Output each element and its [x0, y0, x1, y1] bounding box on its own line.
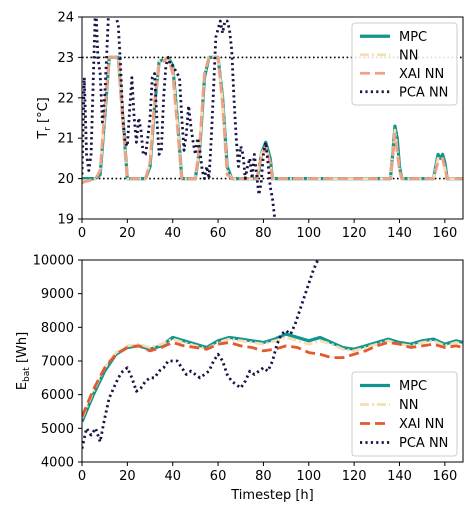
legend: MPC NN XAI NN PCA NN [351, 22, 458, 106]
legend-label: PCA NN [399, 85, 448, 100]
y-tick-label: 22 [57, 91, 74, 106]
x-tick-label: 40 [164, 469, 181, 484]
x-tick-label: 20 [119, 469, 136, 484]
y-tick-label: 7000 [41, 355, 74, 370]
series-line-pca-nn [82, 17, 277, 219]
x-tick-label: 120 [342, 469, 367, 484]
y-tick-label: 9000 [41, 287, 74, 302]
x-tick-label: 100 [296, 469, 321, 484]
series-line-mpc [82, 332, 463, 423]
chart-panel-1: 0 20 40 60 80 100 120 140 160 19 20 21 22 23 24 Tr [°C]… [36, 11, 464, 241]
x-tick-label: 80 [255, 469, 272, 484]
x-tick-label: 80 [255, 226, 272, 241]
legend-label: MPC [399, 379, 427, 394]
series-line-xai-nn [82, 56, 463, 184]
y-tick-label: 20 [57, 172, 74, 187]
legend-label: XAI NN [399, 417, 444, 432]
x-tick-label: 60 [210, 226, 227, 241]
x-tick-label: 40 [164, 226, 181, 241]
legend-box [351, 22, 458, 106]
legend: MPC NN XAI NN PCA NN [351, 371, 458, 457]
x-tick-label: 0 [78, 226, 86, 241]
y-tick-label: 24 [57, 11, 74, 26]
axes-frame [81, 16, 464, 220]
y-tick-label: 4000 [41, 456, 74, 471]
y-tick-label: 21 [57, 132, 74, 147]
x-tick-label: 20 [119, 226, 136, 241]
y-axis-label: Tr [°C] [36, 97, 53, 140]
y-tick-label: 10000 [33, 254, 74, 269]
y-tick-label: 23 [57, 51, 74, 66]
legend-label: MPC [399, 30, 427, 45]
x-tick-label: 0 [78, 469, 86, 484]
legend-box [351, 371, 458, 457]
series-line-pca-nn [82, 260, 320, 449]
x-tick-label: 100 [296, 226, 321, 241]
x-tick-label: 160 [432, 469, 457, 484]
y-tick-label: 6000 [41, 388, 74, 403]
x-tick-label: 120 [342, 226, 367, 241]
chart-panel-2: 0 20 40 60 80 100 120 140 160 4000 5000 6000 7000 800… [15, 254, 464, 503]
series-line-nn [82, 336, 463, 419]
y-tick-label: 5000 [41, 422, 74, 437]
series-group [82, 17, 463, 219]
x-tick-label: 160 [432, 226, 457, 241]
legend-label: PCA NN [399, 436, 448, 451]
x-axis-label: Timestep [h] [230, 488, 313, 503]
legend-label: XAI NN [399, 67, 444, 82]
series-group [82, 260, 463, 449]
x-tick-label: 140 [387, 469, 412, 484]
y-tick-label: 8000 [41, 321, 74, 336]
legend-label: NN [399, 48, 418, 63]
x-tick-label: 60 [210, 469, 227, 484]
y-axis-label: Ebat [Wh] [15, 332, 32, 390]
x-tick-label: 140 [387, 226, 412, 241]
legend-label: NN [399, 398, 418, 413]
y-tick-label: 19 [57, 213, 74, 228]
